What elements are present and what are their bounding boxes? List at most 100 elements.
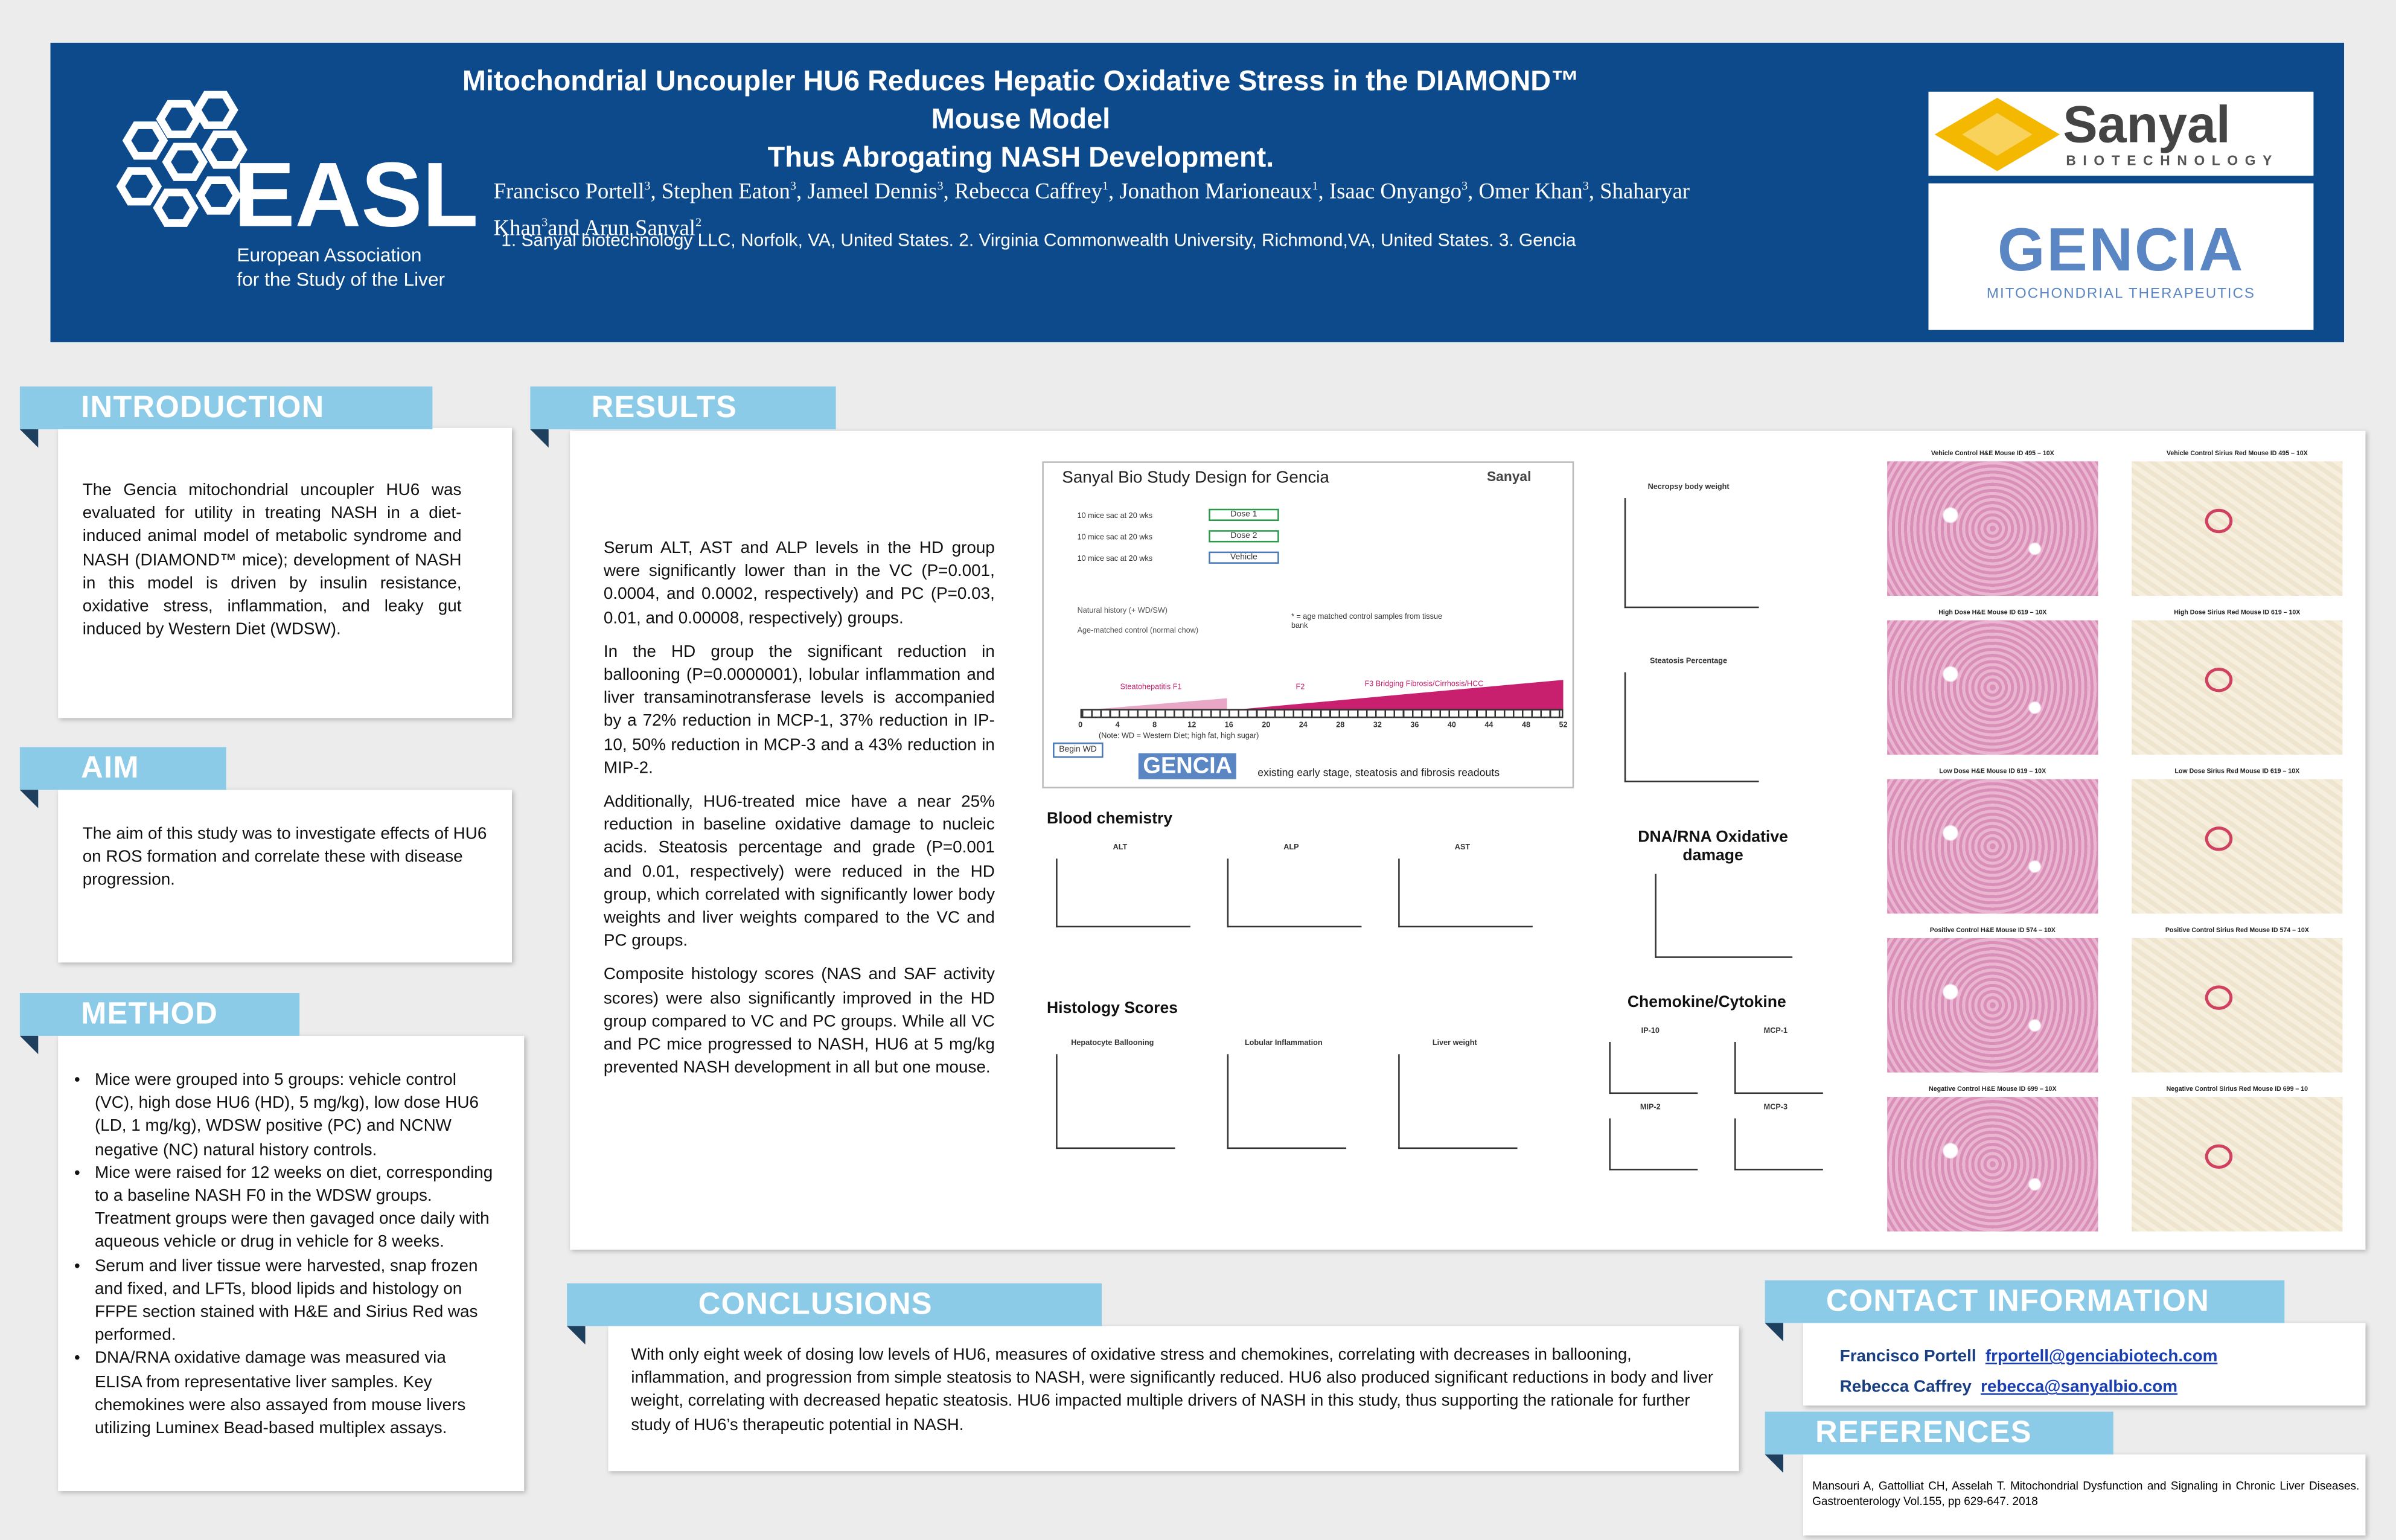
sd-week: 4 [1115, 721, 1120, 730]
results-paragraph: Serum ALT, AST and ALP levels in the HD … [603, 539, 995, 628]
conclusions-box: With only eight week of dosing low level… [608, 1326, 1739, 1472]
author-name: Rebecca Caffrey [954, 180, 1102, 205]
micrograph-image [2132, 620, 2343, 755]
micrograph-image [2132, 461, 2343, 596]
results-text: Serum ALT, AST and ALP levels in the HD … [604, 538, 995, 1091]
sanyal-wordmark: Sanyal [2063, 96, 2231, 155]
conclusions-heading: CONCLUSIONS [567, 1283, 1102, 1345]
contact-box: Francisco Portell frportell@genciabiotech… [1803, 1323, 2366, 1406]
sd-fibrosis-ramp [1080, 680, 1564, 711]
panel-title: Steatosis Percentage [1650, 657, 1728, 666]
poster-title: Mitochondrial Uncoupler HU6 Reduces Hepa… [448, 61, 1594, 176]
panel-axes [1734, 1118, 1823, 1171]
panel-title: MIP-2 [1640, 1103, 1661, 1113]
author-separator: , [1318, 180, 1324, 205]
gencia-wordmark: GENCIA [1997, 217, 2244, 284]
author-separator: and [548, 216, 580, 241]
sd-stage: F2 [1295, 683, 1305, 692]
panel-title: Lobular Inflammation [1244, 1038, 1323, 1049]
sd-stage: Steatohepatitis F1 [1120, 683, 1182, 692]
sd-row-label: 10 mice sac at 20 wks [1077, 511, 1153, 522]
author-separator: , [650, 180, 656, 205]
panel-title: IP-10 [1641, 1026, 1660, 1036]
study-design-figure: Sanyal Bio Study Design for Gencia Sanya… [1042, 461, 1574, 788]
oxidative-panel [1655, 874, 1793, 958]
reference-item: Mansouri A, Gattolliat CH, Asselah T. Mi… [1812, 1478, 2360, 1508]
panel-axes [1734, 1042, 1823, 1094]
chemokine-title: Chemokine/Cytokine [1627, 993, 1786, 1012]
sd-dose: Dose 2 [1209, 530, 1279, 543]
reference-list: Mansouri A, Gattolliat CH, Asselah T. Mi… [1812, 1479, 2359, 1510]
author-name: Shaharyar Khan [493, 180, 1690, 241]
method-bullet: Serum and liver tissue were harvested, s… [95, 1255, 495, 1348]
oxidative-title: DNA/RNA Oxidative damage [1638, 828, 1788, 865]
author-name: Stephen Eaton [661, 180, 790, 205]
micrograph-caption: Low Dose H&E Mouse ID 619 – 10X [1939, 767, 2046, 775]
method-bullet: Mice were grouped into 5 groups: vehicle… [95, 1070, 495, 1163]
author-name: Jameel Dennis [807, 180, 938, 205]
sd-diet-note: (Note: WD = Western Diet; high fat, high… [1099, 732, 1259, 741]
results-box: Serum ALT, AST and ALP levels in the HD … [570, 430, 2366, 1250]
micrograph-image [2132, 938, 2343, 1073]
sanyal-logo: Sanyal BIOTECHNOLOGY [1928, 91, 2314, 176]
author-list: Francisco Portell3, Stephen Eaton3, Jame… [494, 171, 1762, 244]
sd-note: Age-matched control (normal chow) [1077, 626, 1199, 636]
sd-timeline [1080, 709, 1564, 718]
micrograph-image [1887, 938, 2098, 1073]
author-affiliation: 2 [695, 215, 702, 229]
contact-entry: Francisco Portell frportell@genciabiotech… [1840, 1341, 2218, 1372]
contact-list: Francisco Portell frportell@genciabiotech… [1840, 1341, 2218, 1402]
panel-axes [1609, 1118, 1698, 1171]
title-line: Mitochondrial Uncoupler HU6 Reduces Hepa… [462, 64, 1579, 135]
easl-wordmark: EASL [234, 143, 479, 246]
author-affiliation: 3 [790, 179, 797, 193]
author-affiliation: 3 [644, 179, 651, 193]
sanyal-sub: BIOTECHNOLOGY [2066, 153, 2279, 168]
sd-gencia-logo: GENCIA [1138, 753, 1237, 779]
sd-week: 8 [1152, 721, 1157, 730]
micrograph-image [2132, 1097, 2343, 1232]
header-band: EASL European Association for the Study o… [50, 42, 2345, 342]
panel-title: Hepatocyte Ballooning [1071, 1038, 1154, 1049]
affiliations: 1. Sanyal biotechnology LLC, Norfolk, VA… [501, 229, 1576, 251]
method-heading: METHOD [19, 993, 300, 1055]
panel-axes [1624, 498, 1759, 609]
micrograph-image [1887, 1097, 2098, 1232]
contact-email[interactable]: rebecca@sanyalbio.com [1981, 1378, 2177, 1397]
method-box: Mice were grouped into 5 groups: vehicle… [58, 1035, 525, 1492]
sd-week: 0 [1078, 721, 1083, 730]
author-separator: , [1468, 180, 1474, 205]
micrograph-caption: Negative Control H&E Mouse ID 699 – 10X [1929, 1084, 2057, 1093]
panel-axes [1609, 1042, 1698, 1094]
author-name: Jonathon Marioneaux [1119, 180, 1312, 205]
panel-axes [1227, 1054, 1347, 1149]
author-separator: , [943, 180, 949, 205]
micrograph-caption: High Dose H&E Mouse ID 619 – 10X [1938, 608, 2047, 616]
panel-axes [1227, 858, 1362, 928]
panel-axes [1056, 858, 1190, 928]
intro-box: The Gencia mitochondrial uncoupler HU6 w… [58, 427, 512, 718]
sd-week: 16 [1224, 721, 1233, 730]
sd-dose: Dose 1 [1209, 508, 1279, 522]
panel-axes [1398, 858, 1533, 928]
contact-email[interactable]: frportell@genciabiotech.com [1985, 1347, 2218, 1366]
sd-week: 44 [1484, 721, 1494, 730]
gencia-sub: MITOCHONDRIAL THERAPEUTICS [1986, 286, 2255, 303]
aim-heading: AIM [19, 747, 226, 808]
sd-footer: existing early stage, steatosis and fibr… [1257, 768, 1500, 779]
micrograph-image [1887, 620, 2098, 755]
sd-week: 28 [1336, 721, 1345, 730]
panel-axes [1056, 1054, 1175, 1149]
sd-begin: Begin WD [1053, 742, 1104, 758]
sd-week: 52 [1559, 721, 1568, 730]
author-separator: , [796, 180, 802, 205]
micrograph-image [2132, 779, 2343, 914]
study-design-title: Sanyal Bio Study Design for Gencia [1062, 468, 1329, 488]
histology-title: Histology Scores [1046, 999, 1178, 1018]
author-separator: , [1588, 180, 1595, 205]
results-paragraph: Composite histology scores (NAS and SAF … [603, 966, 995, 1078]
blood-chemistry-title: Blood chemistry [1046, 810, 1173, 828]
micrograph-caption: High Dose Sirius Red Mouse ID 619 – 10X [2174, 608, 2301, 616]
author-affiliation: 3 [937, 179, 944, 193]
